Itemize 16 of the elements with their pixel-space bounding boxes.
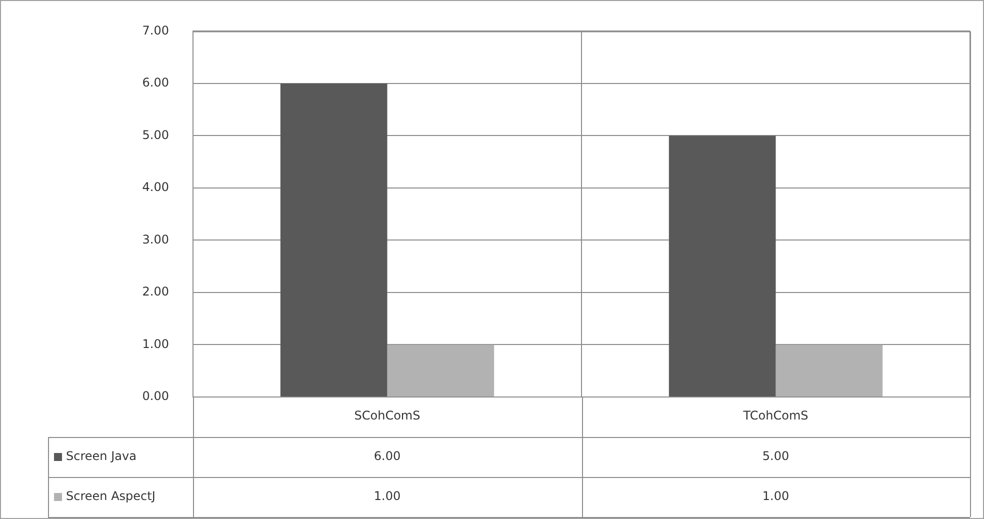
x-tick-label: TCohComS [742,408,808,422]
y-tick-label: 4.00 [142,180,169,194]
y-tick-label: 0.00 [142,389,169,404]
y-tick-label: 7.00 [142,23,169,38]
y-tick-label: 1.00 [142,336,169,351]
x-tick-label: SCohComS [354,408,420,422]
y-tick-label: 5.00 [142,128,169,142]
data-label: 1.00 [374,489,401,504]
legend-label: Screen AspectJ [66,489,156,504]
data-label: 6.00 [374,449,401,464]
y-tick-label: 6.00 [142,76,169,90]
y-tick-label: 3.00 [142,232,169,246]
legend-label: Screen Java [66,449,136,464]
data-label: 1.00 [762,489,790,504]
y-tick-label: 2.00 [142,284,169,299]
data-label: 5.00 [762,449,790,464]
